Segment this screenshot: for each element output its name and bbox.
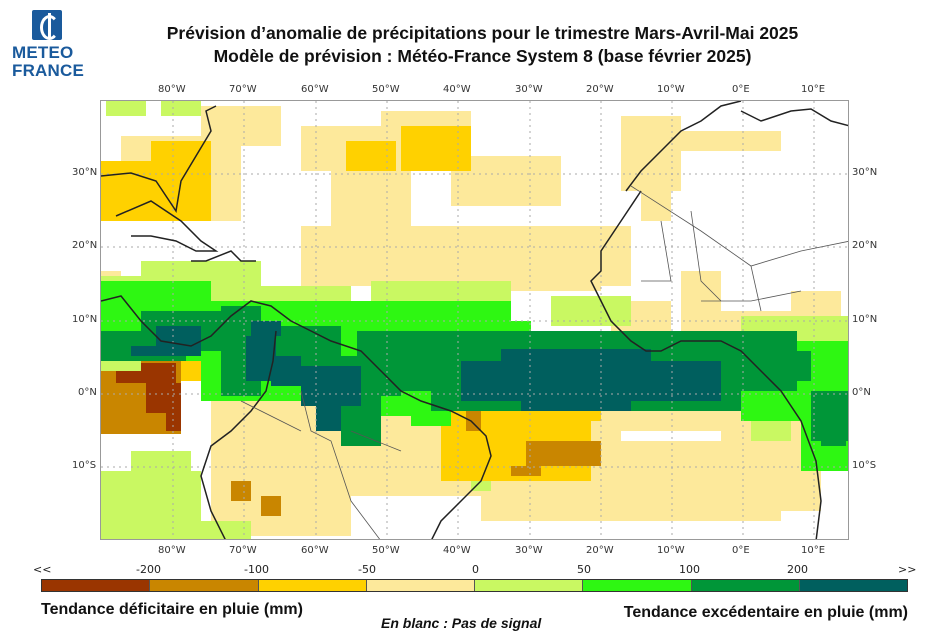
logo-text-line1: METEO	[12, 43, 74, 62]
title-line-2: Modèle de prévision : Météo-France Syste…	[213, 46, 752, 66]
lat-label-left: 10°S	[72, 460, 97, 471]
graticule	[101, 101, 848, 539]
lon-label-top: 30°W	[515, 84, 543, 95]
lon-label-bottom: 0°E	[732, 545, 750, 556]
lon-label-top: 0°E	[732, 84, 750, 95]
colorbar-label: 50	[577, 563, 591, 576]
colorbar-swatch-gt-200	[799, 580, 907, 591]
lon-label-top: 10°W	[657, 84, 685, 95]
lon-label-top: 80°W	[158, 84, 186, 95]
meteo-france-logo-icon	[32, 10, 62, 40]
lon-label-top: 40°W	[443, 84, 471, 95]
colorbar	[41, 579, 908, 592]
lat-label-right: 10°N	[852, 314, 878, 325]
colorbar-label: 100	[679, 563, 700, 576]
lon-label-top: 50°W	[372, 84, 400, 95]
lon-label-bottom: 10°E	[801, 545, 826, 556]
country-borders	[240, 185, 848, 539]
colorbar-label: <<	[33, 563, 52, 576]
colorbar-swatch-200-100	[150, 580, 259, 591]
colorbar-label: 200	[787, 563, 808, 576]
lat-label-right: 20°N	[852, 240, 878, 251]
lon-label-top: 20°W	[586, 84, 614, 95]
colorbar-swatch-lt-200	[42, 580, 151, 591]
colorbar-swatch-100-200	[691, 580, 800, 591]
precipitation-anomaly-map[interactable]	[100, 100, 849, 540]
legend-no-signal: En blanc : Pas de signal	[381, 615, 542, 631]
colorbar-swatch-50-0	[366, 580, 475, 591]
colorbar-swatch-100-50	[258, 580, 367, 591]
colorbar-label: -50	[358, 563, 376, 576]
lat-label-left: 0°N	[78, 387, 97, 398]
legend-deficit: Tendance déficitaire en pluie (mm)	[41, 601, 303, 618]
lon-label-top: 10°E	[801, 84, 826, 95]
lon-label-bottom: 10°W	[657, 545, 685, 556]
lat-label-right: 30°N	[852, 167, 878, 178]
lon-label-bottom: 20°W	[586, 545, 614, 556]
colorbar-label: 0	[472, 563, 479, 576]
lat-label-left: 30°N	[72, 167, 98, 178]
lon-label-bottom: 80°W	[158, 545, 186, 556]
lon-label-bottom: 70°W	[229, 545, 257, 556]
page-title: Prévision d’anomalie de précipitations p…	[100, 22, 865, 68]
lon-label-bottom: 40°W	[443, 545, 471, 556]
colorbar-swatch-50-100	[583, 580, 692, 591]
lon-label-bottom: 30°W	[515, 545, 543, 556]
coastlines	[101, 101, 848, 539]
lat-label-right: 0°N	[852, 387, 871, 398]
logo-text-line2: FRANCE	[12, 61, 85, 80]
colorbar-label: >>	[898, 563, 917, 576]
lon-label-bottom: 50°W	[372, 545, 400, 556]
colorbar-label: -200	[136, 563, 161, 576]
colorbar-swatch-0-50	[475, 580, 584, 591]
lat-label-right: 10°S	[852, 460, 877, 471]
map-canvas	[101, 101, 848, 539]
lon-label-bottom: 60°W	[301, 545, 329, 556]
lon-label-top: 70°W	[229, 84, 257, 95]
lat-label-left: 20°N	[72, 240, 98, 251]
title-line-1: Prévision d’anomalie de précipitations p…	[166, 23, 799, 43]
lat-label-left: 10°N	[72, 314, 98, 325]
legend-excess: Tendance excédentaire en pluie (mm)	[623, 604, 908, 621]
meteo-france-logo: METEO FRANCE	[10, 8, 86, 84]
colorbar-label: -100	[244, 563, 269, 576]
lon-label-top: 60°W	[301, 84, 329, 95]
